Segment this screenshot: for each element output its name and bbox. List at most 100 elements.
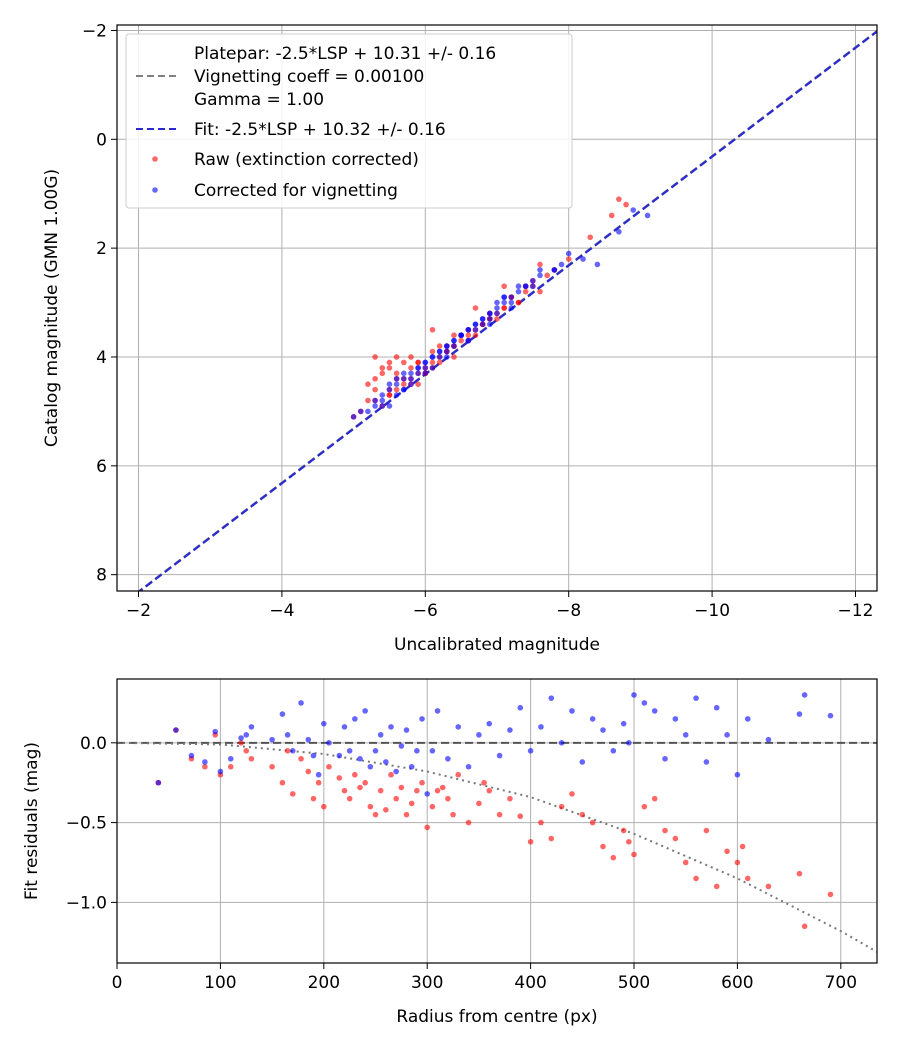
corrected-data-point (662, 755, 668, 762)
raw-data-point (436, 359, 443, 366)
corrected-data-point (496, 752, 503, 759)
raw-data-point (424, 824, 431, 831)
raw-data-point (365, 397, 371, 404)
raw-data-point (486, 787, 493, 794)
corrected-data-point (212, 728, 219, 735)
raw-data-point (600, 843, 606, 850)
raw-data-point (641, 803, 648, 810)
corrected-data-point (305, 736, 312, 743)
corrected-data-point (487, 310, 493, 317)
y-tick-label: 8 (96, 566, 107, 586)
corrected-data-point (386, 386, 393, 393)
raw-data-point (284, 747, 291, 754)
raw-data-point (383, 807, 389, 813)
corrected-data-point (530, 277, 536, 284)
raw-data-point (305, 768, 312, 775)
x-tick-label: 400 (514, 973, 546, 993)
raw-data-point (415, 381, 421, 387)
corrected-data-point (326, 740, 332, 746)
x-tick-label: −6 (413, 601, 438, 621)
corrected-data-point (465, 337, 472, 344)
corrected-data-point (400, 386, 407, 393)
corrected-data-point (289, 747, 296, 754)
raw-data-point (450, 811, 456, 818)
bottom-y-axis-label: Fit residuals (mag) (22, 742, 42, 900)
bottom-scatter-points (155, 692, 834, 930)
x-tick-label: 100 (204, 973, 236, 993)
raw-data-point (522, 288, 529, 295)
raw-data-point (623, 201, 629, 208)
raw-data-point (388, 771, 394, 778)
raw-data-point (415, 359, 421, 366)
raw-data-point (372, 354, 378, 360)
raw-data-point (662, 827, 668, 834)
bottom-x-axis-label: Radius from centre (px) (396, 1007, 597, 1027)
y-tick-label: 4 (96, 348, 107, 368)
raw-data-point (298, 755, 304, 762)
corrected-data-point (508, 305, 515, 311)
raw-data-point (693, 875, 699, 882)
corrected-data-point (362, 708, 368, 714)
corrected-data-point (436, 354, 443, 360)
corrected-data-point (310, 752, 317, 759)
x-tick-label: 600 (721, 973, 753, 993)
corrected-data-point (238, 735, 244, 741)
corrected-data-point (284, 732, 291, 738)
raw-data-point (565, 256, 572, 262)
raw-data-point (537, 288, 543, 295)
x-tick-label: 200 (308, 973, 340, 993)
corrected-data-point (517, 704, 524, 711)
corrected-data-point (744, 716, 751, 722)
corrected-data-point (641, 700, 648, 706)
raw-data-point (610, 854, 617, 861)
corrected-data-point (372, 397, 378, 404)
corrected-data-point (501, 299, 507, 306)
raw-data-point (393, 354, 400, 360)
corrected-data-point (494, 305, 500, 311)
corrected-data-point (408, 763, 415, 770)
raw-data-point (346, 795, 353, 802)
raw-data-point (386, 392, 393, 398)
raw-data-point (400, 381, 407, 387)
raw-data-point (445, 795, 451, 802)
raw-data-point (408, 354, 414, 360)
corrected-data-point (594, 261, 601, 268)
corrected-data-point (558, 261, 565, 268)
raw-data-point (608, 212, 615, 219)
corrected-data-point (508, 294, 515, 300)
raw-data-point (703, 827, 710, 834)
corrected-data-point (451, 337, 457, 344)
corrected-data-point (424, 791, 431, 797)
y-tick-label: −1.0 (66, 893, 107, 913)
corrected-data-point (408, 375, 414, 382)
residuals-chart: 0 100 200 300 400 500 600 700 0.0 −0.5 −1.0 Radius… (22, 678, 878, 1027)
corrected-data-point (565, 250, 572, 257)
corrected-data-point (243, 732, 250, 738)
raw-data-point (439, 784, 446, 791)
y-tick-label: −0.5 (66, 814, 107, 834)
raw-data-point (672, 835, 679, 842)
raw-data-point (734, 859, 741, 866)
raw-data-point (243, 747, 250, 754)
corrected-data-point (538, 724, 544, 730)
raw-data-point (451, 354, 457, 360)
raw-data-point (279, 779, 286, 786)
raw-data-point (713, 883, 720, 890)
raw-data-point (631, 851, 637, 858)
corrected-data-point (188, 752, 195, 759)
raw-data-point (403, 811, 410, 818)
raw-data-point (739, 843, 746, 850)
legend-gamma-label: Gamma = 1.00 (194, 90, 324, 110)
raw-data-point (496, 811, 503, 818)
bottom-ticks: 0 100 200 300 400 500 600 700 0.0 −0.5 −1.0 (66, 734, 857, 993)
corrected-data-point (398, 743, 405, 749)
raw-data-point (372, 811, 379, 818)
legend-box (125, 33, 573, 209)
corrected-data-point (548, 695, 555, 701)
raw-data-point (429, 348, 436, 355)
raw-data-point (434, 787, 441, 794)
raw-data-point (367, 803, 374, 810)
raw-data-point (393, 795, 399, 802)
corrected-data-point (444, 354, 450, 360)
corrected-data-point (429, 354, 436, 360)
